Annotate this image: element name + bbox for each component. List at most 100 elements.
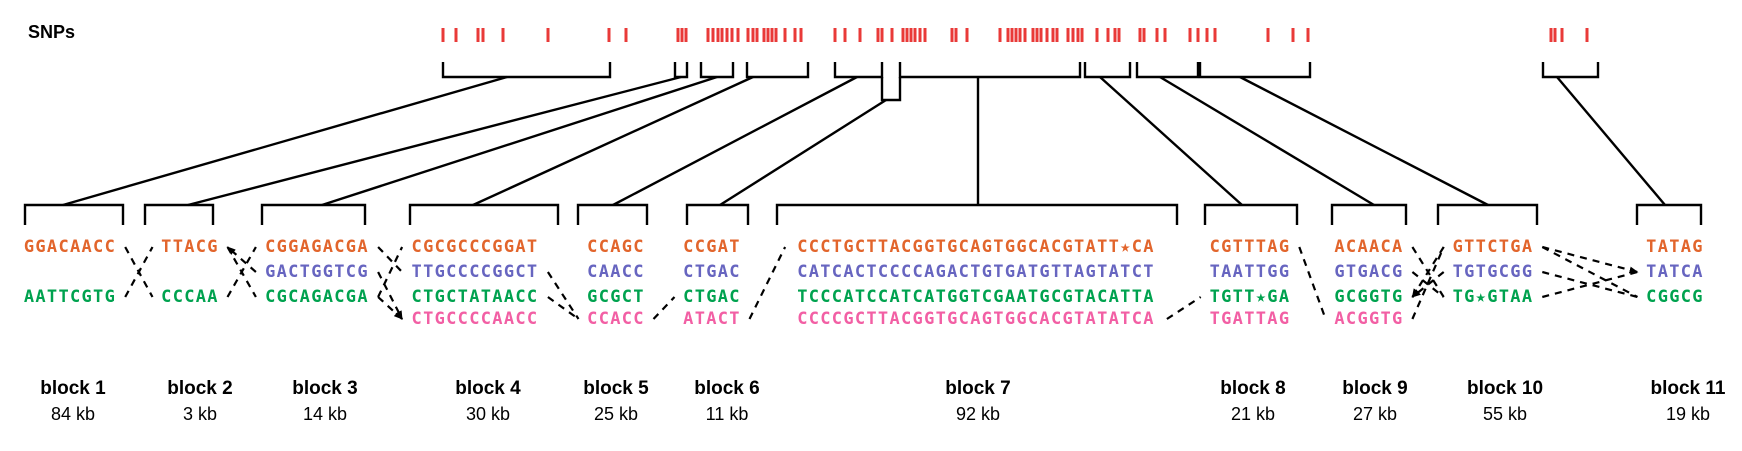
block-3-label: block 3 (292, 378, 358, 399)
snp-tick (770, 28, 774, 42)
snp-tick (833, 28, 837, 42)
block-8-label: block 8 (1220, 378, 1286, 399)
block-7-label: block 7 (945, 378, 1011, 399)
snp-tick (1291, 28, 1295, 42)
block-6-haplotype-blue: CTGAC (683, 262, 741, 282)
block-10-haplotype-green: TG★GTAA (1452, 287, 1534, 307)
haplotype-link (124, 246, 154, 298)
block-9-haplotype-pink: ACGGTG (1334, 309, 1404, 329)
snp-tick (905, 28, 909, 42)
snp-tick (1031, 28, 1035, 42)
snp-tick (720, 28, 724, 42)
snp-tick (1113, 28, 1117, 42)
snp-tick (1553, 28, 1557, 42)
block-1-size: 84 kb (50, 404, 96, 424)
snp-tick (751, 28, 755, 42)
snp-group-bracket (898, 62, 1082, 79)
haplotype-link (1542, 270, 1638, 299)
block-connector-line (1556, 76, 1666, 206)
block-1-haplotype-green: AATTCGTG (23, 287, 117, 307)
snp-tick (481, 28, 485, 42)
block-10-label: block 10 (1466, 378, 1544, 399)
block-9-haplotype-orange: ACAACA (1334, 237, 1404, 257)
block-8-haplotype-pink: TGATTAG (1209, 309, 1291, 329)
snp-tick (998, 28, 1002, 42)
block-7-haplotype-pink: CCCCGCTTACGGTGCAGTGGCACGTATATCA (797, 309, 1155, 329)
snp-tick (546, 28, 550, 42)
block-11-haplotype-orange: TATAG (1646, 237, 1704, 257)
snp-tick (1117, 28, 1121, 42)
block-5-size: 25 kb (593, 404, 639, 424)
haplotype-link (377, 296, 403, 320)
haplotype-link (226, 246, 257, 273)
haplotype-link (1411, 271, 1445, 298)
block-10-bracket (1436, 203, 1539, 225)
snp-tick (725, 28, 729, 42)
haplotype-link (1298, 246, 1327, 320)
block-7-haplotype-blue: CATCACTCCCCAGACTGTGATGTTAGTATCT (797, 262, 1155, 282)
snp-group-bracket (699, 62, 735, 79)
snp-tick (1010, 28, 1014, 42)
block-1-bracket (23, 203, 125, 225)
block-11-haplotype-blue: TATCA (1646, 262, 1704, 282)
haplotype-link (1411, 246, 1445, 320)
block-8-haplotype-orange: CGTTTAG (1209, 237, 1291, 257)
snp-tick (1138, 28, 1142, 42)
snp-tick (1585, 28, 1589, 42)
block-8-haplotype-green: TGTT★GA (1209, 287, 1291, 307)
snp-tick (1155, 28, 1159, 42)
block-6-haplotype-pink: ATACT (683, 309, 741, 329)
block-7-haplotype-green: TCCCATCCATCATGGTCGAATGCGTACATTA (797, 287, 1155, 307)
snp-tick (711, 28, 715, 42)
haplotype-link (748, 246, 787, 320)
haplotype-link (1541, 246, 1639, 298)
block-connector-line (62, 75, 508, 207)
block-2-size: 3 kb (182, 404, 218, 424)
snp-tick (1018, 28, 1022, 42)
block-11-haplotype-green: CGGCG (1646, 287, 1704, 307)
haplotype-link (226, 246, 257, 298)
block-5-haplotype-orange: CCAGC (587, 237, 645, 257)
snp-tick (1306, 28, 1310, 42)
block-connector-line (612, 75, 858, 207)
block-5-label: block 5 (583, 378, 649, 399)
block-3-haplotype-blue: GACTGGTCG (265, 262, 369, 282)
snp-tick (755, 28, 759, 42)
snp-tick (1213, 28, 1217, 42)
block-7-bracket (775, 203, 1179, 225)
snp-tick (1014, 28, 1018, 42)
block-4-haplotype-green: CTGCTATAACC (411, 287, 539, 307)
snp-tick (1066, 28, 1070, 42)
snp-tick (876, 28, 880, 42)
snp-tick (716, 28, 720, 42)
snp-tick (880, 28, 884, 42)
snp-track-title: SNPs (28, 22, 76, 42)
snp-tick (1080, 28, 1084, 42)
block-4-haplotype-orange: CGCGCCCGGAT (411, 237, 539, 257)
haplotype-link (377, 271, 404, 320)
snp-tick (918, 28, 922, 42)
block-connector-line (719, 98, 887, 207)
snp-tick (1266, 28, 1270, 42)
snp-tick (1071, 28, 1075, 42)
block-1-label: block 1 (40, 378, 106, 399)
snp-tick (1023, 28, 1027, 42)
block-connector-line (1239, 75, 1489, 207)
block-2-label: block 2 (167, 378, 233, 399)
snp-tick (1142, 28, 1146, 42)
snp-tick (1549, 28, 1553, 42)
haplotype-link (652, 296, 676, 320)
haplotype-link (377, 246, 404, 298)
block-connector-line (187, 75, 682, 207)
haplotype-link (1542, 270, 1638, 299)
snp-group-bracket (880, 77, 902, 102)
snp-tick (1045, 28, 1049, 42)
block-2-haplotype-green: CCCAA (161, 287, 219, 307)
block-11-bracket (1635, 203, 1703, 225)
snp-tick (923, 28, 927, 42)
block-7-size: 92 kb (955, 404, 1001, 424)
haplotype-link (1166, 296, 1202, 320)
snp-tick (1205, 28, 1209, 42)
block-3-haplotype-orange: CGGAGACGA (265, 237, 369, 257)
